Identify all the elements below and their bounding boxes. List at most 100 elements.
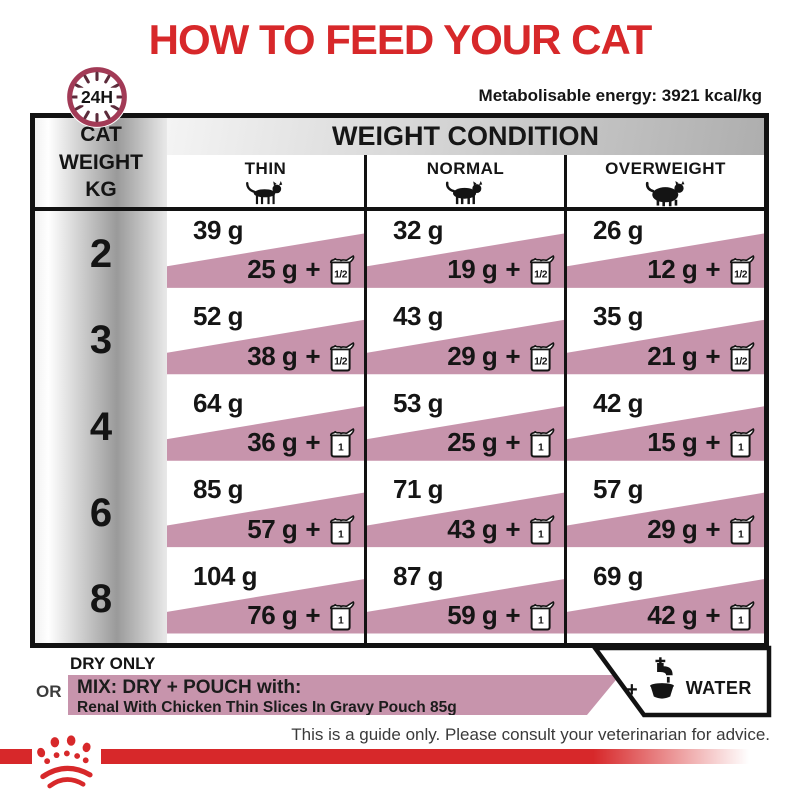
mix-amount-row: 25 g + 1/2: [247, 253, 355, 286]
plus-sign: +: [505, 254, 520, 285]
condition-header-normal: NORMAL: [364, 155, 564, 207]
feeding-cell-thin: 85 g 57 g + 1: [167, 470, 364, 557]
pouch-icon: 1: [729, 428, 755, 458]
pouch-count: 1/2: [534, 270, 548, 281]
pouch-icon: 1: [529, 428, 555, 458]
pouch-icon: 1: [329, 514, 355, 545]
mix-amount-row: 36 g + 1: [247, 426, 355, 459]
plus-sign: +: [305, 254, 320, 285]
dry-amount: 69 g: [593, 560, 644, 591]
plus-sign: +: [705, 600, 720, 631]
mix-amount-row: 42 g + 1: [647, 599, 755, 632]
table-row-weight-4: 4 64 g 36 g + 1: [35, 383, 764, 471]
dry-amount: 52 g: [193, 301, 244, 332]
feeding-cell-normal: 43 g 29 g + 1/2: [364, 297, 564, 384]
clock-label: 24H: [81, 87, 113, 107]
pouch-icon: 1/2: [729, 342, 755, 372]
dry-amount: 42 g: [593, 387, 644, 418]
corner-line-kg: KG: [85, 178, 117, 202]
cat-weight-value: 3: [89, 318, 113, 363]
mix-amount: 12 g: [647, 254, 698, 285]
plus-sign: +: [305, 600, 320, 631]
plus-sign: +: [505, 513, 520, 544]
mix-amount: 57 g: [247, 513, 298, 544]
energy-note: Metabolisable energy: 3921 kcal/kg: [478, 86, 762, 105]
dry-amount: 104 g: [193, 560, 258, 591]
dry-only-label: DRY ONLY: [70, 654, 156, 673]
pouch-count: 1/2: [734, 270, 748, 281]
mix-amount-row: 19 g + 1/2: [447, 253, 555, 286]
pouch-count: 1: [538, 443, 544, 454]
or-label: OR: [36, 682, 62, 701]
mix-amount: 15 g: [647, 427, 698, 458]
pouch-count: 1: [738, 443, 744, 454]
feeding-cell-thin: 104 g 76 g + 1: [167, 556, 364, 644]
condition-label-thin: THIN: [244, 159, 287, 178]
page-title: HOW TO FEED YOUR CAT: [148, 16, 653, 63]
pouch-icon: 1: [729, 601, 755, 631]
plus-sign: +: [305, 340, 320, 371]
pouch-count: 1: [738, 616, 744, 627]
dry-amount: 71 g: [393, 474, 444, 505]
corner-line-weight: WEIGHT: [59, 150, 143, 174]
pouch-count: 1/2: [534, 356, 548, 367]
mix-amount: 38 g: [247, 340, 298, 371]
mix-amount-row: 57 g + 1: [247, 513, 355, 546]
feeding-cell-overweight: 69 g 42 g + 1: [564, 556, 764, 644]
water-recommendation: + WATER: [626, 652, 756, 710]
table-row-weight-3: 3 52 g 38 g + 1/2: [35, 297, 764, 384]
weight-column-background: [35, 118, 167, 643]
feeding-cell-thin: 39 g 25 g + 1/2: [167, 211, 364, 298]
cat-weight-value: 6: [89, 490, 113, 535]
water-plus-sign: +: [626, 678, 638, 701]
feeding-cell-overweight: 35 g 21 g + 1/2: [564, 297, 764, 384]
pouch-icon: 1/2: [529, 255, 555, 285]
mix-amount-row: 21 g + 1/2: [647, 340, 755, 373]
mix-amount: 21 g: [647, 340, 698, 371]
table-row-weight-2: 2 39 g 25 g + 1/2: [35, 211, 764, 298]
pouch-count: 1: [538, 616, 544, 627]
mix-title: MIX: DRY + POUCH with:: [77, 677, 302, 698]
table-corner-header: CAT WEIGHT KG: [35, 118, 167, 207]
mix-amount: 19 g: [447, 254, 498, 285]
feeding-cell-overweight: 26 g 12 g + 1/2: [564, 211, 764, 298]
mix-amount: 25 g: [247, 254, 298, 285]
mix-amount: 76 g: [247, 600, 298, 631]
mix-amount: 29 g: [647, 513, 698, 544]
weight-condition-banner: WEIGHT CONDITION: [167, 118, 764, 155]
dry-amount: 57 g: [593, 474, 644, 505]
corner-line-cat: CAT: [80, 122, 122, 146]
pouch-icon: 1: [329, 601, 355, 631]
plus-sign: +: [705, 254, 720, 285]
water-tap-bowl-icon: [649, 657, 674, 699]
pouch-icon: 1: [529, 514, 555, 545]
mix-amount: 29 g: [447, 340, 498, 371]
pouch-icon: 1/2: [329, 255, 355, 285]
plus-sign: +: [305, 427, 320, 458]
condition-header-overweight: OVERWEIGHT: [564, 155, 764, 207]
condition-header-row: THIN NORMAL: [167, 155, 764, 207]
disclaimer-text: This is a guide only. Please consult you…: [291, 725, 770, 744]
plus-sign: +: [705, 340, 720, 371]
dry-amount: 43 g: [393, 301, 444, 332]
plus-sign: +: [505, 340, 520, 371]
pouch-count: 1: [338, 616, 344, 627]
24h-clock-icon: 24H: [66, 66, 128, 128]
mix-amount: 43 g: [447, 513, 498, 544]
feeding-cell-overweight: 57 g 29 g + 1: [564, 470, 764, 557]
plus-sign: +: [305, 513, 320, 544]
pouch-icon: 1/2: [529, 342, 555, 372]
mix-amount: 42 g: [647, 600, 698, 631]
feeding-cell-thin: 52 g 38 g + 1/2: [167, 297, 364, 384]
pouch-icon: 1: [529, 601, 555, 631]
feeding-rows: 2 39 g 25 g + 1/2: [35, 211, 764, 644]
mix-amount-row: 59 g + 1: [447, 599, 555, 632]
table-row-weight-6: 6 85 g 57 g + 1: [35, 470, 764, 557]
pouch-count: 1/2: [334, 270, 348, 281]
pouch-count: 1/2: [334, 356, 348, 367]
brand-bar-left: [0, 749, 32, 764]
dry-amount: 26 g: [593, 215, 644, 245]
pouch-count: 1: [338, 529, 344, 540]
pouch-count: 1: [738, 529, 744, 540]
normal-cat-icon: [445, 181, 482, 205]
